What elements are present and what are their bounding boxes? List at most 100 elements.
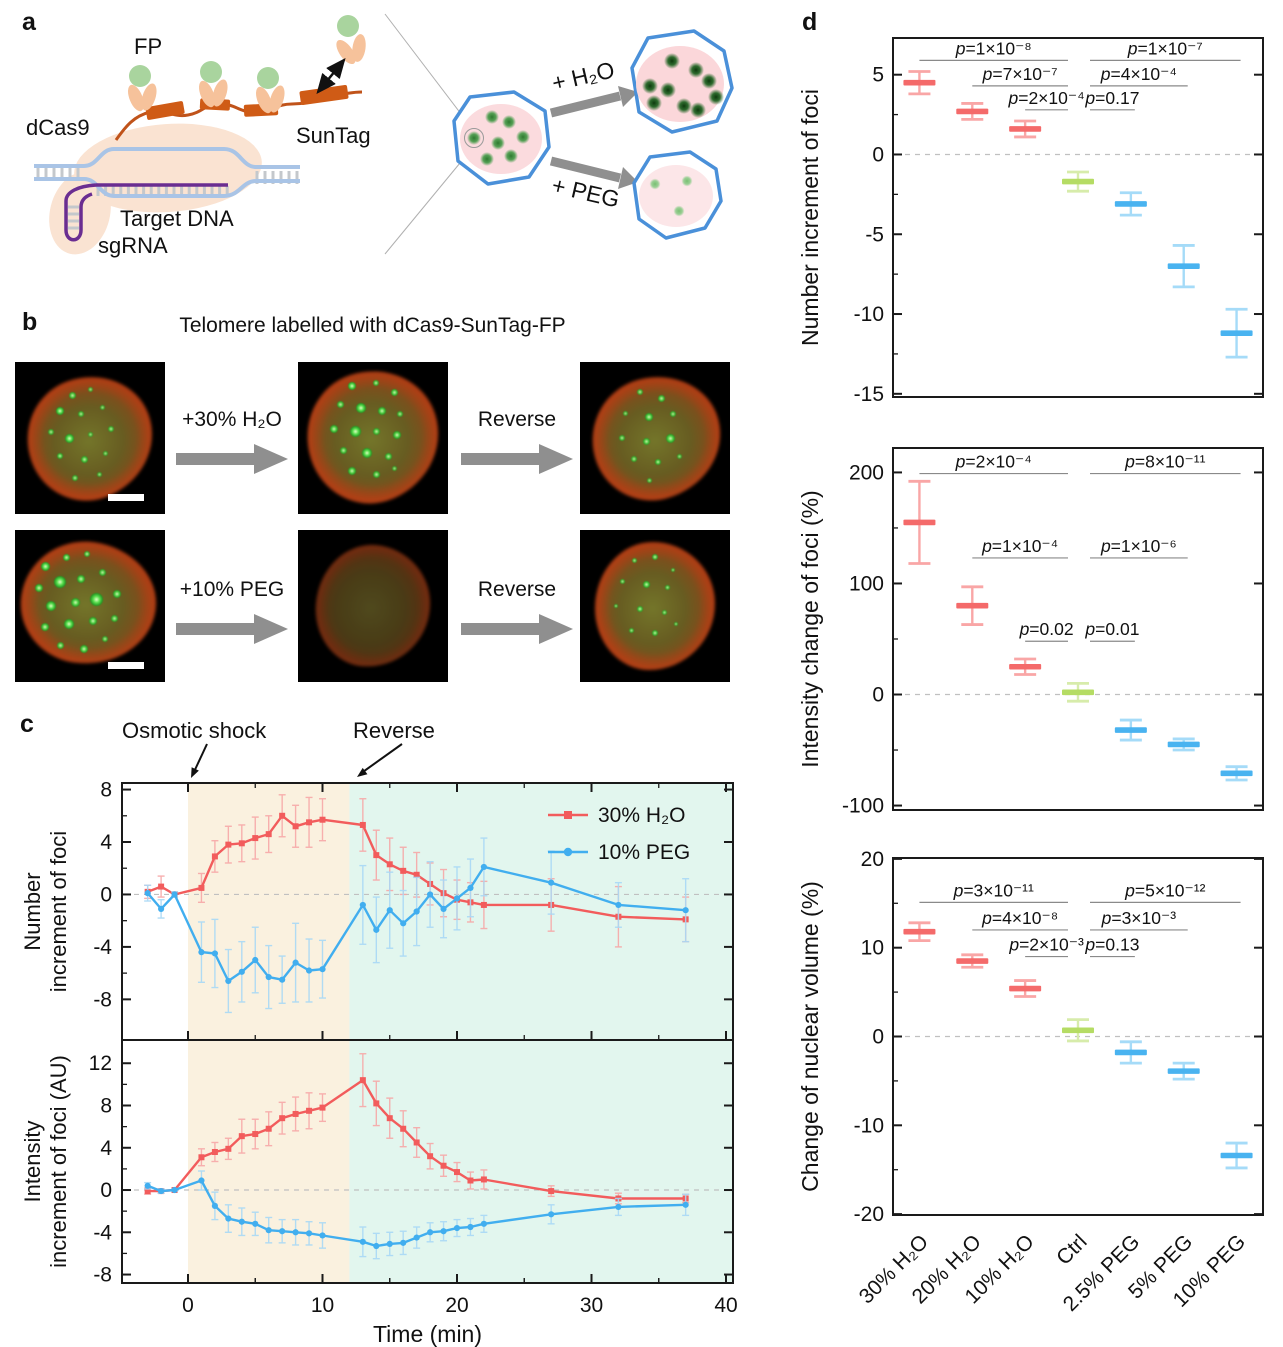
telomere-focus bbox=[657, 394, 665, 402]
y-tick-label: 200 bbox=[849, 461, 884, 484]
y-tick-label: 0 bbox=[872, 143, 884, 166]
micrograph-after-peg bbox=[298, 530, 448, 682]
flow-h2o: +30% H₂O bbox=[166, 408, 298, 474]
scfv-antibody-shapes bbox=[128, 34, 366, 114]
mean-bar bbox=[1114, 727, 1147, 733]
p-value-label: p=3×10⁻³ bbox=[1101, 908, 1177, 928]
telomere-focus bbox=[619, 579, 625, 585]
y-tick-label: 12 bbox=[89, 1052, 112, 1075]
panel-b-label: b bbox=[22, 308, 38, 336]
sgrna-label: sgRNA bbox=[98, 233, 168, 258]
telomere-focus bbox=[628, 627, 634, 633]
y-tick-label: 0 bbox=[872, 684, 884, 707]
group-10% PEG bbox=[1220, 307, 1253, 359]
significance-annotations: p=3×10⁻¹¹ p=4×10⁻⁸ p=2×10⁻³ p=5×10⁻¹² p=3×10… bbox=[919, 880, 1241, 958]
group-5% PEG bbox=[1167, 737, 1200, 752]
telomere-focus bbox=[645, 412, 653, 421]
flow-arrow-icon bbox=[176, 614, 288, 644]
telomere-focus bbox=[614, 604, 618, 608]
telomere-focus bbox=[637, 606, 643, 613]
mean-bar bbox=[1114, 1049, 1147, 1056]
telomere-focus bbox=[84, 551, 90, 558]
telomere-focus bbox=[372, 470, 380, 478]
cell-before-treatment bbox=[452, 90, 551, 186]
p-value-label: p=0.17 bbox=[1084, 88, 1139, 108]
scale-bar bbox=[108, 662, 144, 670]
telomere-focus bbox=[631, 456, 637, 463]
telomere-focus bbox=[390, 388, 398, 396]
y-tick-label: 20 bbox=[861, 848, 884, 871]
legend: 30% H₂O 10% PEG bbox=[548, 804, 690, 864]
telomere-focus bbox=[96, 471, 102, 477]
mean-bar bbox=[903, 928, 936, 935]
mean-bar bbox=[1114, 201, 1147, 207]
telomere-focus bbox=[373, 380, 379, 387]
group-20% H₂O bbox=[956, 585, 989, 626]
target-dna-strands bbox=[34, 147, 300, 198]
p-value-label: p=0.13 bbox=[1084, 935, 1139, 955]
flow-reverse-2: Reverse bbox=[451, 578, 583, 644]
x-axis: 0 10 20 30 40 bbox=[182, 783, 738, 1317]
group-10% H₂O bbox=[1009, 657, 1042, 676]
group-Ctrl bbox=[1062, 1018, 1094, 1043]
telomere-focus bbox=[89, 617, 97, 626]
h2o-arrow-icon bbox=[549, 86, 638, 118]
telomere-focus bbox=[378, 406, 386, 415]
telomere-focus bbox=[54, 575, 66, 588]
group-30% H₂O bbox=[903, 921, 936, 942]
telomere-focus bbox=[64, 619, 74, 630]
chart-frame bbox=[892, 37, 1264, 398]
micrograph-before-peg bbox=[15, 530, 165, 682]
y-axis-title: Change of nuclear volume (%) bbox=[797, 881, 823, 1192]
panel-a-label: a bbox=[22, 8, 37, 36]
mean-bar bbox=[956, 602, 989, 609]
telomere-focus bbox=[372, 428, 380, 436]
y-tick-label: 4 bbox=[100, 831, 112, 854]
telomere-focus bbox=[336, 401, 344, 409]
p-value-label: p=2×10⁻³ bbox=[1008, 935, 1084, 955]
suntag-label: SunTag bbox=[296, 123, 371, 148]
p-value-label: p=3×10⁻¹¹ bbox=[953, 880, 1034, 900]
x-tick-label: 40 bbox=[714, 1294, 737, 1317]
telomere-focus bbox=[661, 609, 667, 615]
panel-b-title: Telomere labelled with dCas9-SunTag-FP bbox=[179, 314, 566, 337]
y-tick-label: 8 bbox=[100, 1095, 112, 1118]
y-axis-title: Number increment of foci bbox=[797, 89, 823, 346]
mean-bar bbox=[1167, 1068, 1200, 1074]
p-value-label: p=1×10⁻⁸ bbox=[955, 38, 1032, 58]
telomere-focus bbox=[78, 410, 84, 417]
telomere-focus bbox=[48, 428, 54, 435]
y-tick-label: 100 bbox=[849, 572, 884, 595]
telomere-focus bbox=[87, 386, 93, 392]
dcas9-label: dCas9 bbox=[26, 115, 90, 140]
telomere-focus bbox=[70, 598, 80, 608]
y-tick-label: 4 bbox=[100, 1137, 112, 1160]
telomere-focus bbox=[348, 467, 356, 476]
panel-a-schematic: a bbox=[22, 8, 734, 258]
telomere-focus bbox=[670, 410, 676, 417]
y-axis: 8 4 0 -4 -8 bbox=[93, 779, 733, 1011]
telomere-focus bbox=[64, 433, 74, 443]
group-10% PEG bbox=[1220, 1141, 1253, 1170]
y-tick-label: 0 bbox=[100, 883, 112, 906]
group-20% H₂O bbox=[956, 102, 989, 121]
group-20% H₂O bbox=[956, 953, 989, 969]
y-axis: 12 8 4 0 -4 -8 bbox=[89, 1052, 733, 1287]
telomere-focus bbox=[80, 644, 88, 653]
telomere-focus bbox=[391, 465, 397, 471]
telomere-focus bbox=[110, 614, 118, 622]
group-5% PEG bbox=[1167, 244, 1200, 289]
group-Ctrl bbox=[1062, 170, 1094, 193]
x-tick-label: 30 bbox=[580, 1294, 603, 1317]
micrograph-before-h2o bbox=[15, 362, 165, 514]
chart-c-top: 8 4 0 -4 -8 Number increment of foci bbox=[20, 779, 734, 1041]
series-10% PEG bbox=[144, 837, 690, 1014]
telomere-focus bbox=[646, 478, 652, 484]
y-axis-title: Intensity bbox=[20, 1121, 45, 1203]
telomere-focus bbox=[665, 433, 675, 443]
group-Ctrl bbox=[1062, 682, 1094, 703]
mean-bar bbox=[1009, 663, 1042, 670]
y-axis-title: Number bbox=[20, 872, 45, 950]
telomere-focus bbox=[622, 411, 628, 417]
